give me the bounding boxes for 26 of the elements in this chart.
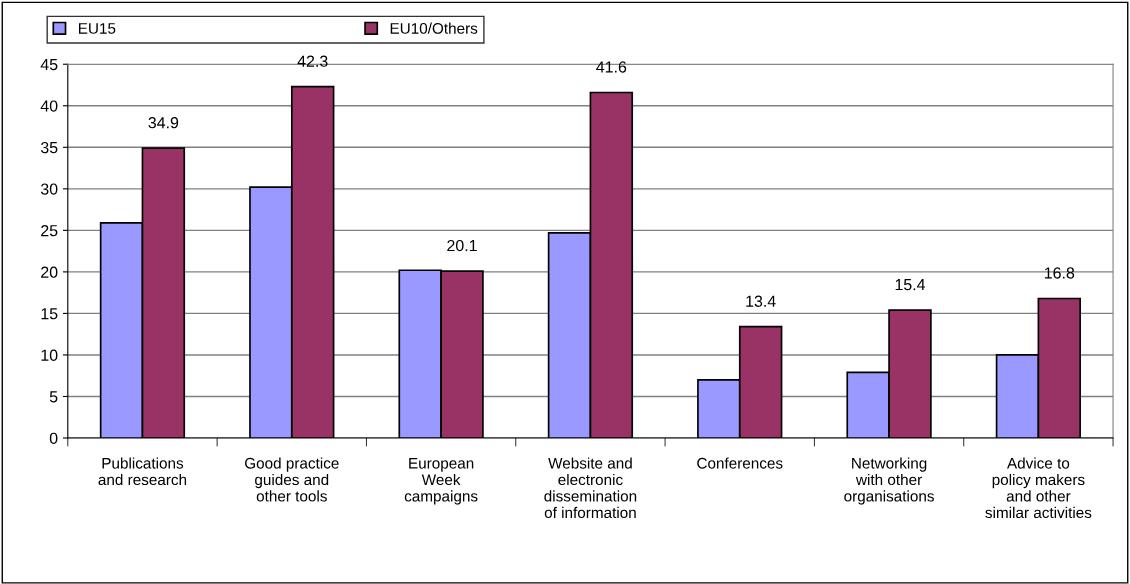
x-tick-label: Advice to policy makers and other similar activities [985, 457, 1092, 519]
y-tick-label: 35 [40, 141, 58, 154]
data-label: 13.4 [746, 295, 776, 307]
data-label: 42.3 [297, 55, 328, 67]
y-tick-label: 15 [41, 308, 58, 320]
x-tick-label: Good practice guides and other tools [245, 457, 339, 502]
x-tick-label: Networking with other organisations [844, 457, 934, 505]
y-tick-label: 5 [49, 391, 58, 403]
y-tick-label: 25 [41, 224, 58, 237]
y-tick-label: 40 [40, 100, 58, 112]
y-tick-label: 0 [49, 432, 58, 444]
data-label: 20.1 [447, 239, 477, 252]
x-tick-label: Publications and research [98, 457, 187, 486]
x-tick-label: Conferences [697, 457, 783, 469]
legend-label: EU10/Others [390, 22, 478, 34]
data-label: 34.9 [148, 116, 179, 129]
y-tick-label: 20 [41, 266, 58, 278]
y-tick-label: 10 [41, 349, 58, 361]
data-label: 41.6 [596, 61, 627, 73]
data-label: 16.8 [1044, 267, 1075, 279]
legend-label: EU15 [79, 23, 116, 34]
data-label: 15.4 [895, 279, 926, 291]
x-tick-label: European Week campaigns [404, 458, 478, 505]
x-tick-label: Website and electronic dissemination of information [544, 457, 637, 519]
y-tick-label: 30 [40, 183, 58, 195]
y-tick-label: 45 [40, 59, 58, 71]
